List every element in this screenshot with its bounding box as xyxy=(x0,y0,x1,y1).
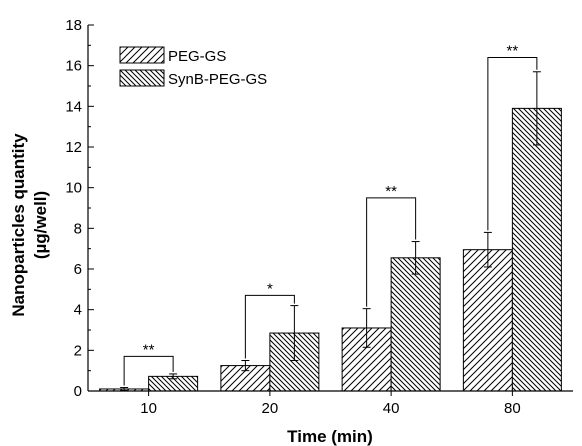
bar-synb-peg-gs-40 xyxy=(390,257,441,392)
y-tick-label-12: 12 xyxy=(65,139,82,156)
x-tick-label-10: 10 xyxy=(140,400,157,417)
bar-peg-gs-80 xyxy=(462,249,513,392)
y-tick-label-14: 14 xyxy=(65,98,82,115)
significance-bracket-20 xyxy=(244,294,295,359)
significance-marker-80: ** xyxy=(507,43,519,60)
legend-label-synb-peg-gs: SynB-PEG-GS xyxy=(168,71,267,88)
significance-bracket-10 xyxy=(123,355,174,386)
bar-synb-peg-gs-80 xyxy=(511,107,562,392)
y-tick-label-2: 2 xyxy=(74,342,82,359)
y-tick-label-0: 0 xyxy=(74,383,82,400)
y-tick-label-18: 18 xyxy=(65,17,82,34)
significance-marker-10: ** xyxy=(143,341,155,358)
x-axis-title: Time (min) xyxy=(287,427,373,446)
legend-swatch-peg-gs xyxy=(119,46,165,64)
y-axis-title-line1: Nanoparticles quantity xyxy=(9,133,28,317)
legend-swatch-synb-peg-gs xyxy=(119,69,165,87)
y-tick-label-6: 6 xyxy=(74,261,82,278)
legend-label-peg-gs: PEG-GS xyxy=(168,48,226,65)
significance-marker-20: * xyxy=(267,280,273,297)
legend: PEG-GS SynB-PEG-GS xyxy=(119,46,267,88)
x-tick-label-20: 20 xyxy=(262,400,279,417)
y-axis-title-line2: (µg/well) xyxy=(31,191,50,259)
y-tick-label-4: 4 xyxy=(74,302,82,319)
x-tick-label-80: 80 xyxy=(504,400,521,417)
y-tick-label-10: 10 xyxy=(65,180,82,197)
y-tick-label-8: 8 xyxy=(74,220,82,237)
x-tick-label-40: 40 xyxy=(383,400,400,417)
significance-marker-40: ** xyxy=(385,183,397,200)
y-tick-label-16: 16 xyxy=(65,58,82,75)
significance-bracket-80 xyxy=(487,57,538,231)
significance-bracket-40 xyxy=(366,197,417,307)
